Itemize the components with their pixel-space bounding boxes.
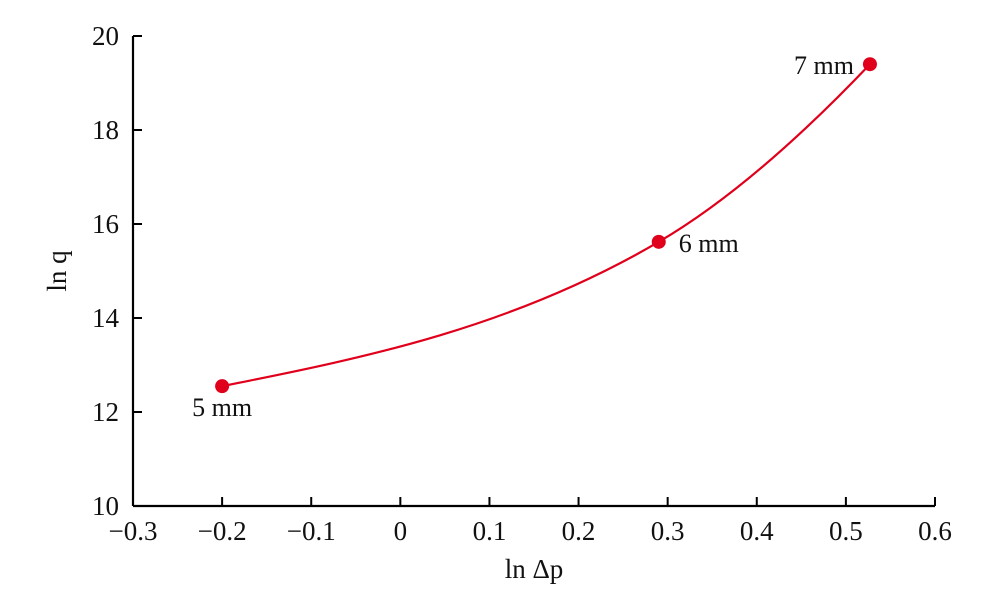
point-labels: 5 mm 6 mm 7 mm <box>192 51 854 422</box>
data-point-label: 6 mm <box>679 229 739 258</box>
plot-area: 5 mm 6 mm 7 mm <box>192 51 877 422</box>
x-tick-label: 0.6 <box>918 516 952 546</box>
y-tick-labels: 10 12 14 16 18 20 <box>92 21 120 521</box>
fit-curve <box>221 63 871 388</box>
x-tick-label: 0.2 <box>562 516 596 546</box>
x-tick-label: 0.1 <box>473 516 507 546</box>
y-tick-label: 14 <box>92 303 120 333</box>
data-point-label: 5 mm <box>192 393 252 422</box>
x-tick-label: 0.5 <box>829 516 863 546</box>
x-tick-labels: −0.3 −0.2 −0.1 0 0.1 0.2 0.3 0.4 0.5 0.6 <box>109 516 952 546</box>
data-point <box>862 57 877 72</box>
data-point <box>651 234 666 249</box>
y-tick-label: 18 <box>92 115 119 145</box>
y-tick-label: 10 <box>92 491 119 521</box>
x-tick-label: 0.3 <box>651 516 685 546</box>
x-axis: −0.3 −0.2 −0.1 0 0.1 0.2 0.3 0.4 0.5 0.6 <box>109 497 952 546</box>
y-ticks <box>133 35 142 507</box>
x-tick-label: −0.1 <box>287 516 336 546</box>
x-tick-label: 0 <box>394 516 408 546</box>
data-points <box>215 57 877 394</box>
data-point <box>215 379 230 394</box>
y-tick-label: 16 <box>92 209 119 239</box>
x-tick-label: −0.2 <box>198 516 247 546</box>
x-ticks <box>132 497 936 506</box>
y-tick-label: 12 <box>92 397 119 427</box>
y-axis-title: ln q <box>42 250 72 292</box>
x-tick-label: −0.3 <box>109 516 158 546</box>
x-axis-title: ln Δp <box>505 554 564 584</box>
data-point-label: 7 mm <box>794 51 854 80</box>
x-tick-label: 0.4 <box>740 516 774 546</box>
y-tick-label: 20 <box>92 21 119 51</box>
y-axis: 10 12 14 16 18 20 <box>92 21 142 521</box>
